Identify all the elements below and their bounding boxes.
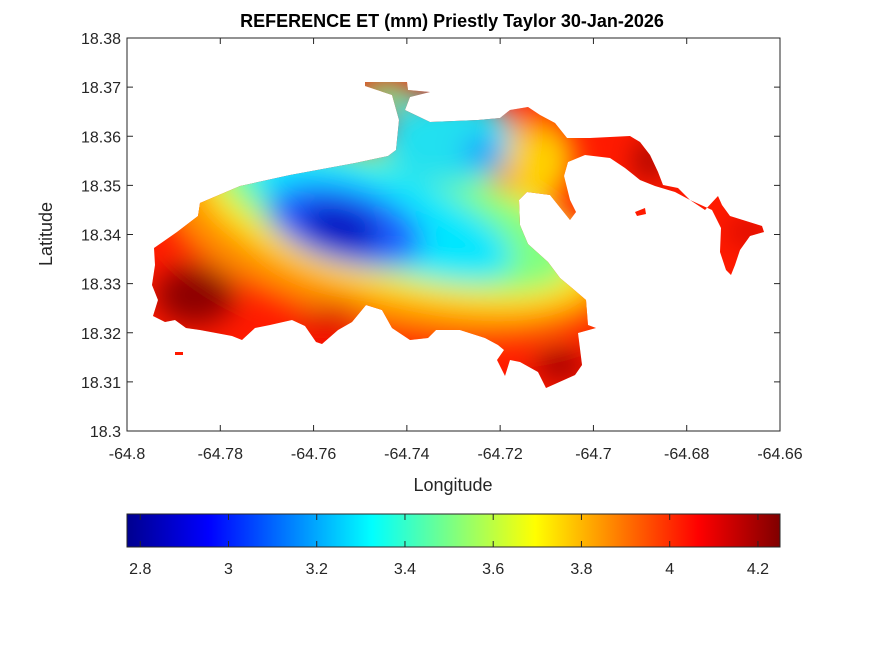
y-tick-label: 18.33 <box>81 277 121 294</box>
colorbar-tick-label: 3.2 <box>306 561 328 578</box>
x-tick-label: -64.78 <box>198 446 243 463</box>
chart-title: REFERENCE ET (mm) Priestly Taylor 30-Jan… <box>240 11 664 31</box>
y-tick-label: 18.38 <box>81 31 121 48</box>
x-tick-label: -64.68 <box>664 446 709 463</box>
field-south-max <box>535 349 585 381</box>
field-west-max <box>155 265 235 325</box>
x-axis-label: Longitude <box>413 475 492 495</box>
x-tick-label: -64.72 <box>477 446 522 463</box>
field-north-blue <box>463 138 503 166</box>
y-axis-label: Latitude <box>36 202 56 266</box>
colorbar-tick-label: 3.4 <box>394 561 416 578</box>
colorbar-tick-label: 4 <box>665 561 674 578</box>
y-tick-label: 18.37 <box>81 80 121 97</box>
x-tick-label: -64.76 <box>291 446 336 463</box>
y-tick-label: 18.35 <box>81 178 121 195</box>
y-tick-label: 18.3 <box>90 424 121 441</box>
x-tick-label: -64.8 <box>109 446 146 463</box>
x-tick-label: -64.66 <box>757 446 802 463</box>
y-tick-label: 18.32 <box>81 326 121 343</box>
colorbar-tick-label: 4.2 <box>747 561 769 578</box>
field-blue-min <box>299 204 381 252</box>
field-east-yellow <box>506 118 574 202</box>
y-tick-label: 18.36 <box>81 129 121 146</box>
colorbar-tick-label: 2.8 <box>129 561 151 578</box>
y-tick-label: 18.34 <box>81 228 121 245</box>
field-east-orange <box>508 111 552 139</box>
colorbar-tick-label: 3.6 <box>482 561 504 578</box>
x-tick-label: -64.74 <box>384 446 429 463</box>
colorbar-tick-label: 3.8 <box>570 561 592 578</box>
x-axis-ticks: -64.8 -64.78 -64.76 -64.74 -64.72 -64.7 -64.68… <box>109 38 803 463</box>
y-axis-ticks: 18.3 18.31 18.32 18.33 18.34 18.35 18.36 18.37 1… <box>81 31 780 441</box>
colorbar-ticks: 2.8 3 3.2 3.4 3.6 3.8 4 4.2 <box>129 514 769 578</box>
x-tick-label: -64.7 <box>575 446 612 463</box>
y-tick-label: 18.31 <box>81 375 121 392</box>
colorbar-tick-label: 3 <box>224 561 233 578</box>
colorbar <box>126 513 781 548</box>
